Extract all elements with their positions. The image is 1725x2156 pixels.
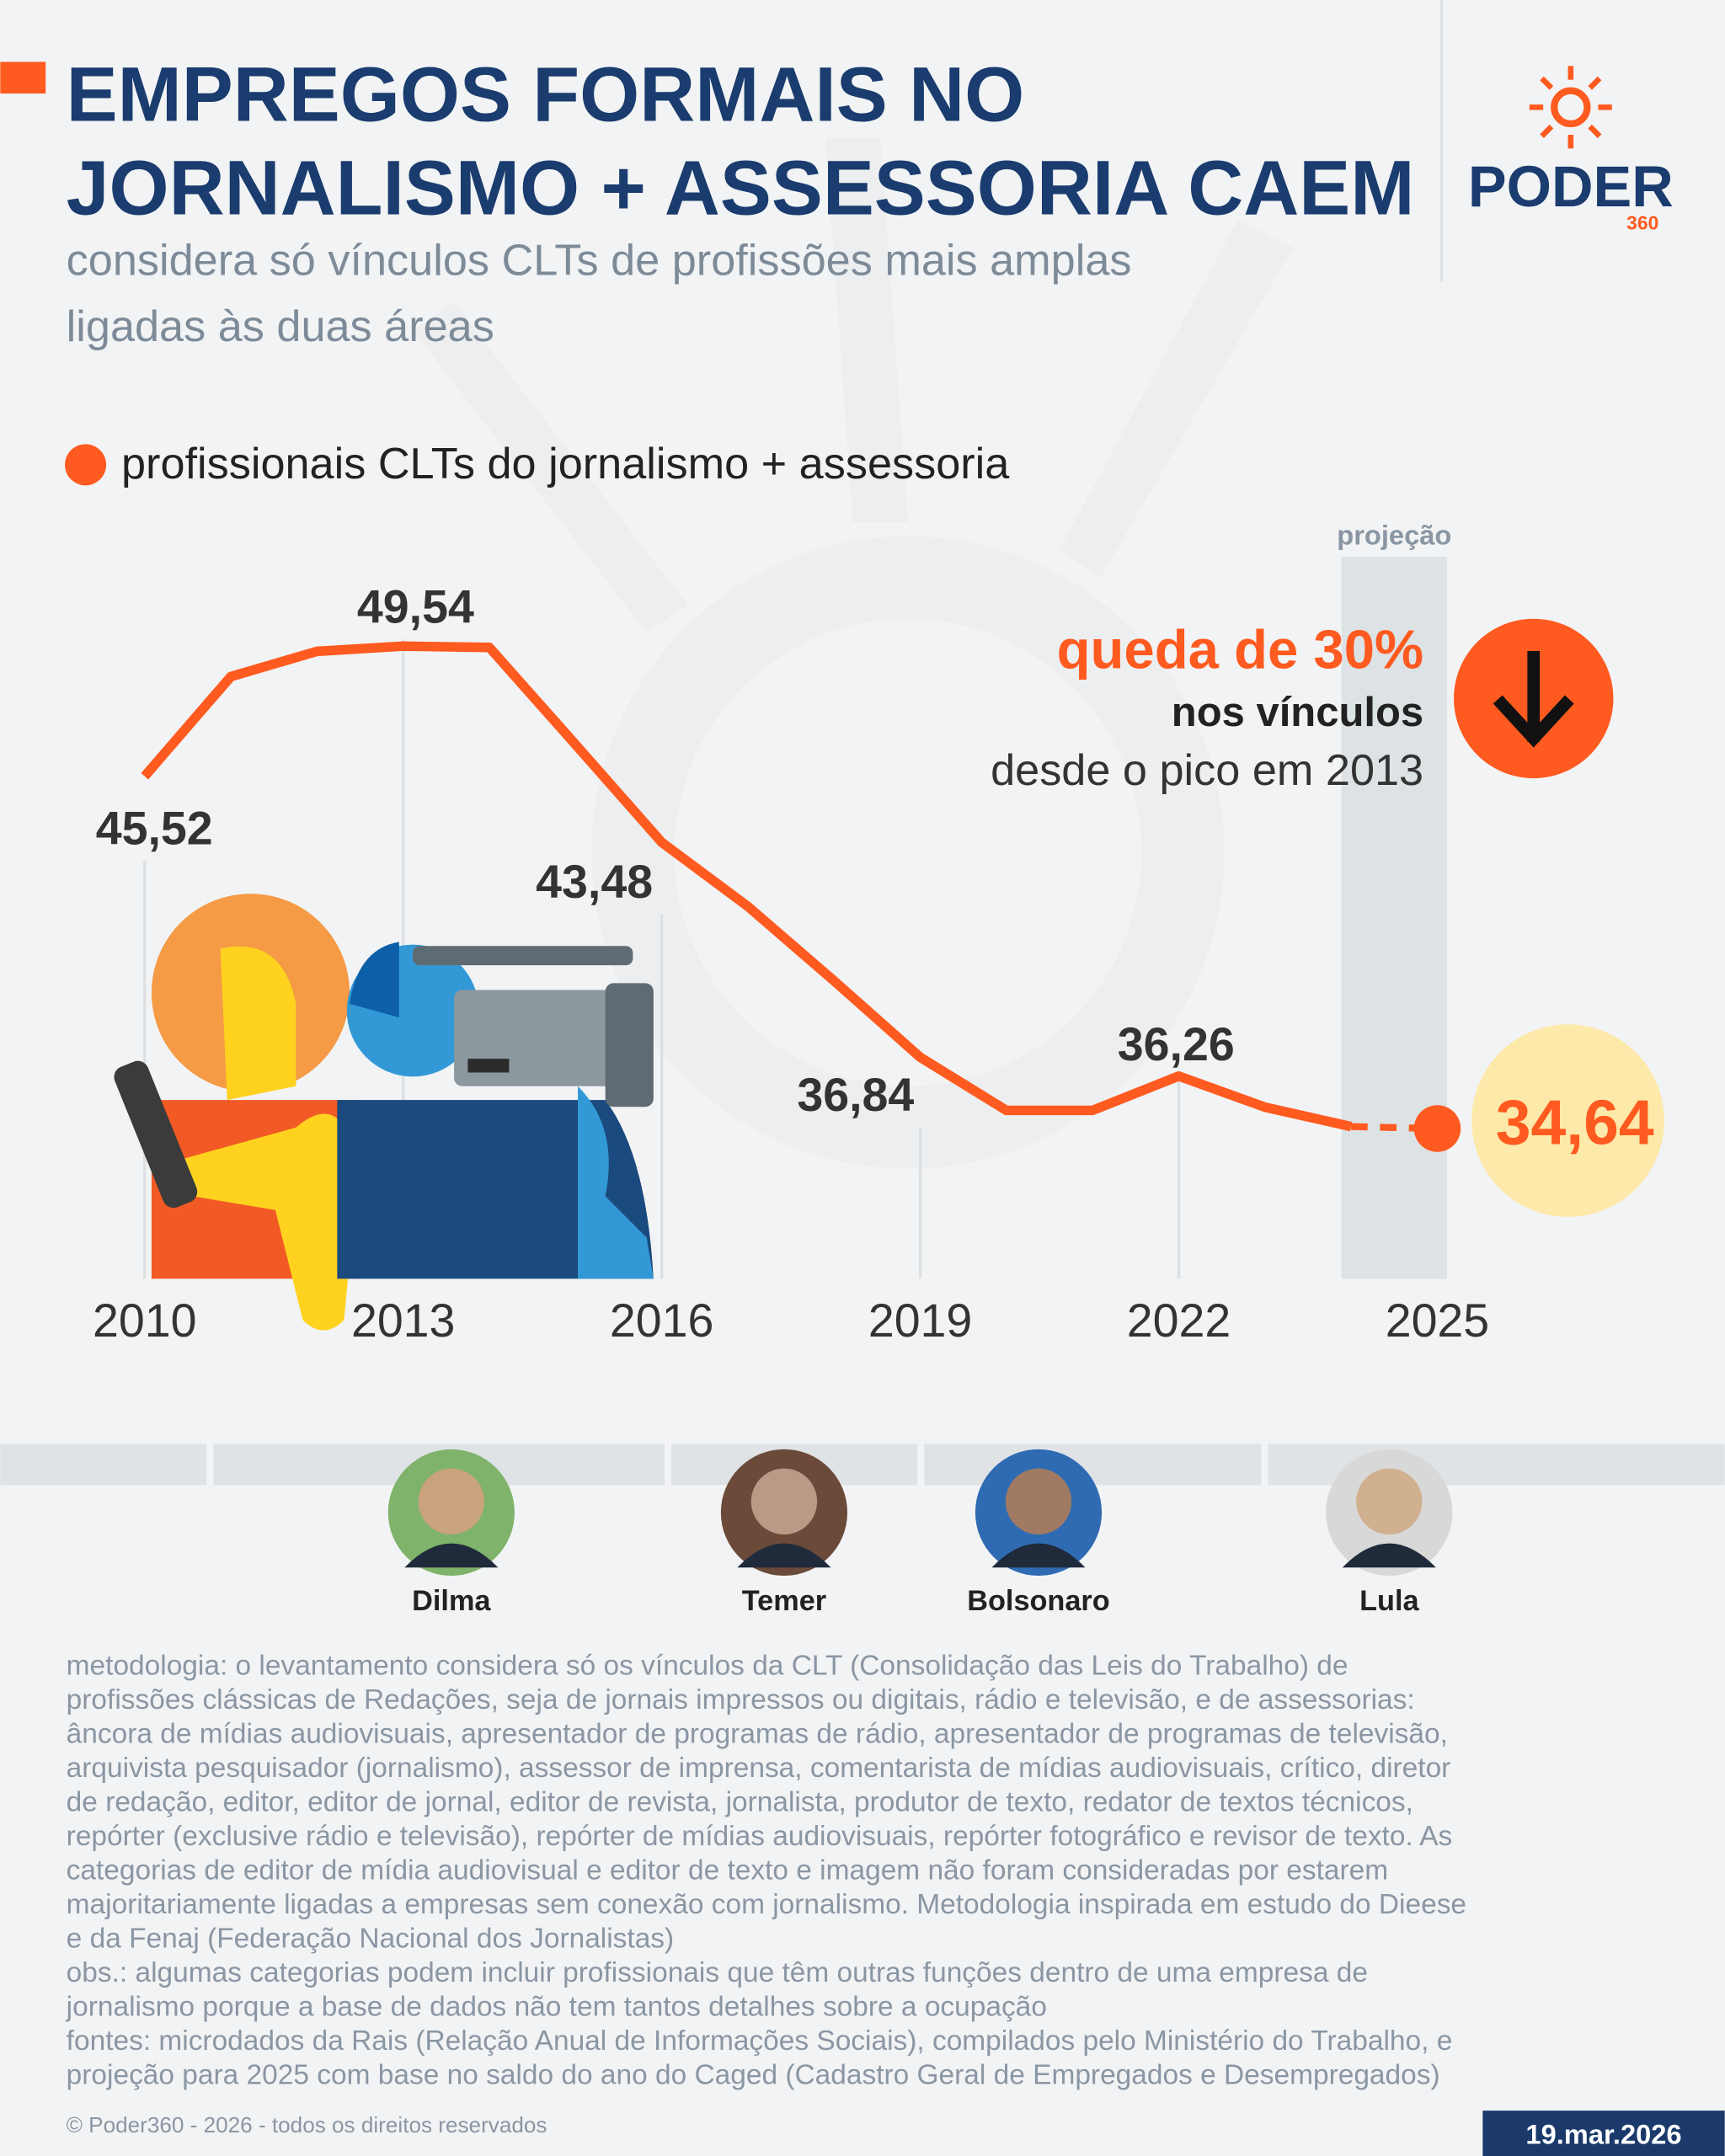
term-band bbox=[0, 1444, 207, 1486]
legend-label: profissionais CLTs do jornalismo + asses… bbox=[121, 440, 1010, 488]
presidents: Dilma Temer Bolsonaro Lula bbox=[387, 1449, 1453, 1617]
president-face bbox=[418, 1468, 485, 1535]
plot: projeção queda de 30% nos vínculos desde o … bbox=[93, 520, 1664, 1347]
camera-screen bbox=[467, 1059, 510, 1073]
president-suit bbox=[737, 1543, 831, 1568]
logo-sun bbox=[1551, 87, 1591, 128]
camera-op-body bbox=[337, 1100, 654, 1279]
x-tick-label: 2025 bbox=[1386, 1294, 1489, 1347]
president-suit bbox=[991, 1543, 1086, 1568]
highlight-circle bbox=[1471, 1024, 1664, 1217]
logo-rays bbox=[1529, 66, 1612, 149]
data-line bbox=[141, 641, 1353, 1132]
ray-ring bbox=[591, 536, 1225, 1169]
x-tick-label: 2019 bbox=[868, 1294, 972, 1347]
note-line: profissões clássicas de Redações, seja d… bbox=[67, 1684, 1415, 1716]
background-rays bbox=[413, 137, 1294, 1169]
x-tick-label: 2022 bbox=[1127, 1294, 1231, 1347]
copyright: © Poder360 - 2026 - todos os direitos re… bbox=[67, 2112, 547, 2137]
value-label: 49,54 bbox=[357, 581, 474, 633]
president-suit bbox=[1342, 1543, 1436, 1568]
arrow-icon bbox=[1493, 651, 1574, 748]
arm bbox=[168, 1113, 358, 1331]
note-line: jornalismo porque a base de dados não te… bbox=[66, 1991, 1047, 2022]
president-face bbox=[750, 1468, 818, 1535]
note-line: arquivista pesquisador (jornalismo), ass… bbox=[67, 1753, 1451, 1784]
president-face bbox=[1356, 1468, 1423, 1535]
camera-lens bbox=[605, 983, 654, 1107]
projection-point bbox=[1413, 1105, 1461, 1152]
note-line: e da Fenaj (Federação Nacional dos Jorna… bbox=[67, 1923, 674, 1954]
value-label: 36,26 bbox=[1118, 1018, 1235, 1070]
value-label: 45,52 bbox=[96, 802, 213, 854]
president-suit bbox=[404, 1543, 499, 1568]
logo: PODER 360 bbox=[1468, 66, 1674, 234]
president-name: Bolsonaro bbox=[967, 1585, 1109, 1617]
date: 19.mar.2026 bbox=[1525, 2118, 1681, 2149]
president-name: Lula bbox=[1359, 1585, 1419, 1617]
rays bbox=[413, 137, 1294, 633]
accent-bar bbox=[0, 61, 46, 94]
logo-name: PODER bbox=[1468, 154, 1674, 219]
annotation: queda de 30% bbox=[1057, 618, 1423, 680]
note-line: categorias de editor de mídia audiovisua… bbox=[67, 1855, 1388, 1886]
logo-number: 360 bbox=[1626, 212, 1658, 234]
president-face bbox=[1005, 1468, 1072, 1535]
illustration bbox=[114, 894, 654, 1331]
legend-marker bbox=[65, 444, 107, 486]
annotation: nos vínculos bbox=[1172, 690, 1423, 735]
note-line: fontes: microdados da Rais (Relação Anua… bbox=[67, 2025, 1453, 2057]
notes: metodologia: o levantamento considera só… bbox=[66, 1651, 1466, 2091]
microphone bbox=[114, 1060, 198, 1209]
value-label: 43,48 bbox=[536, 856, 653, 908]
date-box bbox=[1482, 2111, 1725, 2156]
value-label: 36,84 bbox=[797, 1069, 914, 1121]
camera-op-hair bbox=[350, 942, 399, 1018]
title-line: JORNALISMO + ASSESSORIA CAEM bbox=[67, 146, 1415, 232]
note-line: projeção para 2025 com base no saldo do … bbox=[67, 2059, 1440, 2090]
subtitle-line: ligadas às duas áreas bbox=[67, 302, 494, 351]
face bbox=[220, 946, 296, 1101]
annotation: desde o pico em 2013 bbox=[991, 746, 1423, 795]
note-line: majoritariamente ligadas a empresas sem … bbox=[67, 1889, 1466, 1920]
title-line: EMPREGOS FORMAIS NO bbox=[67, 52, 1025, 138]
camera-op-arm bbox=[578, 1086, 654, 1279]
projection-label: projeção bbox=[1337, 520, 1451, 551]
x-tick-label: 2013 bbox=[351, 1294, 455, 1347]
note-line: de redação, editor, editor de jornal, ed… bbox=[67, 1787, 1413, 1818]
subtitle-line: considera só vínculos CLTs de profissões… bbox=[67, 237, 1132, 286]
note-line: âncora de mídias audiovisuais, apresenta… bbox=[67, 1719, 1448, 1750]
value-label: 34,64 bbox=[1496, 1086, 1654, 1157]
term-band bbox=[924, 1444, 1262, 1486]
camera-handle bbox=[413, 946, 633, 966]
projection-band bbox=[1341, 557, 1447, 1279]
note-line: metodologia: o levantamento considera só… bbox=[67, 1651, 1348, 1682]
president-name: Temer bbox=[742, 1585, 826, 1617]
x-tick-label: 2010 bbox=[93, 1294, 196, 1347]
government-band bbox=[0, 1444, 1725, 1486]
x-tick-label: 2016 bbox=[610, 1294, 713, 1347]
president-name: Dilma bbox=[412, 1585, 491, 1617]
note-line: repórter (exclusive rádio e televisão), … bbox=[67, 1821, 1453, 1852]
note-line: obs.: algumas categorias podem incluir p… bbox=[67, 1957, 1368, 1988]
